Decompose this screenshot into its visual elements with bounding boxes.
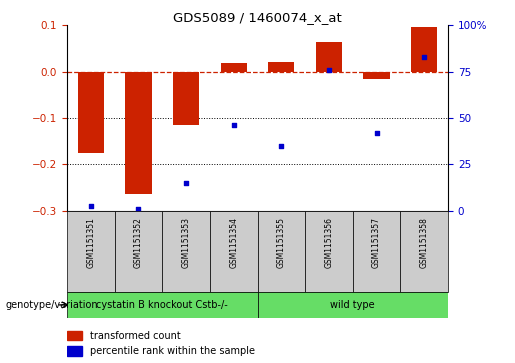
Text: GSM1151356: GSM1151356 (324, 217, 333, 268)
Bar (67, 211, 115, 292)
Text: GSM1151354: GSM1151354 (229, 217, 238, 268)
Bar (125, 72, 151, 194)
Bar (258, 211, 305, 292)
Text: GSM1151357: GSM1151357 (372, 217, 381, 268)
Point (134, 206, 143, 212)
Text: GSM1151358: GSM1151358 (420, 217, 428, 268)
Bar (353, 211, 401, 292)
Bar (162, 211, 210, 292)
Point (372, 130, 381, 136)
Text: transformed count: transformed count (90, 331, 181, 340)
Bar (411, 27, 437, 72)
Bar (173, 72, 199, 125)
Text: percentile rank within the sample: percentile rank within the sample (90, 346, 255, 356)
Text: GSM1151353: GSM1151353 (182, 217, 191, 268)
Bar (305, 211, 353, 292)
Bar (67, 346, 82, 356)
Bar (67, 292, 258, 318)
Text: cystatin B knockout Cstb-/-: cystatin B knockout Cstb-/- (96, 300, 228, 310)
Text: GSM1151352: GSM1151352 (134, 217, 143, 268)
Point (325, 67, 333, 73)
Point (277, 143, 285, 149)
Bar (210, 211, 258, 292)
Bar (67, 331, 82, 340)
Point (230, 122, 238, 128)
Text: wild type: wild type (331, 300, 375, 310)
Point (420, 54, 428, 60)
Bar (316, 42, 342, 72)
Text: genotype/variation: genotype/variation (5, 300, 98, 310)
Bar (401, 211, 448, 292)
Title: GDS5089 / 1460074_x_at: GDS5089 / 1460074_x_at (173, 11, 342, 24)
Bar (114, 211, 162, 292)
Point (182, 180, 190, 186)
Bar (364, 72, 390, 79)
Text: GSM1151355: GSM1151355 (277, 217, 286, 268)
Bar (258, 292, 448, 318)
Bar (268, 62, 295, 72)
Bar (220, 64, 247, 72)
Bar (78, 72, 104, 153)
Text: GSM1151351: GSM1151351 (87, 217, 95, 268)
Point (87, 203, 95, 209)
